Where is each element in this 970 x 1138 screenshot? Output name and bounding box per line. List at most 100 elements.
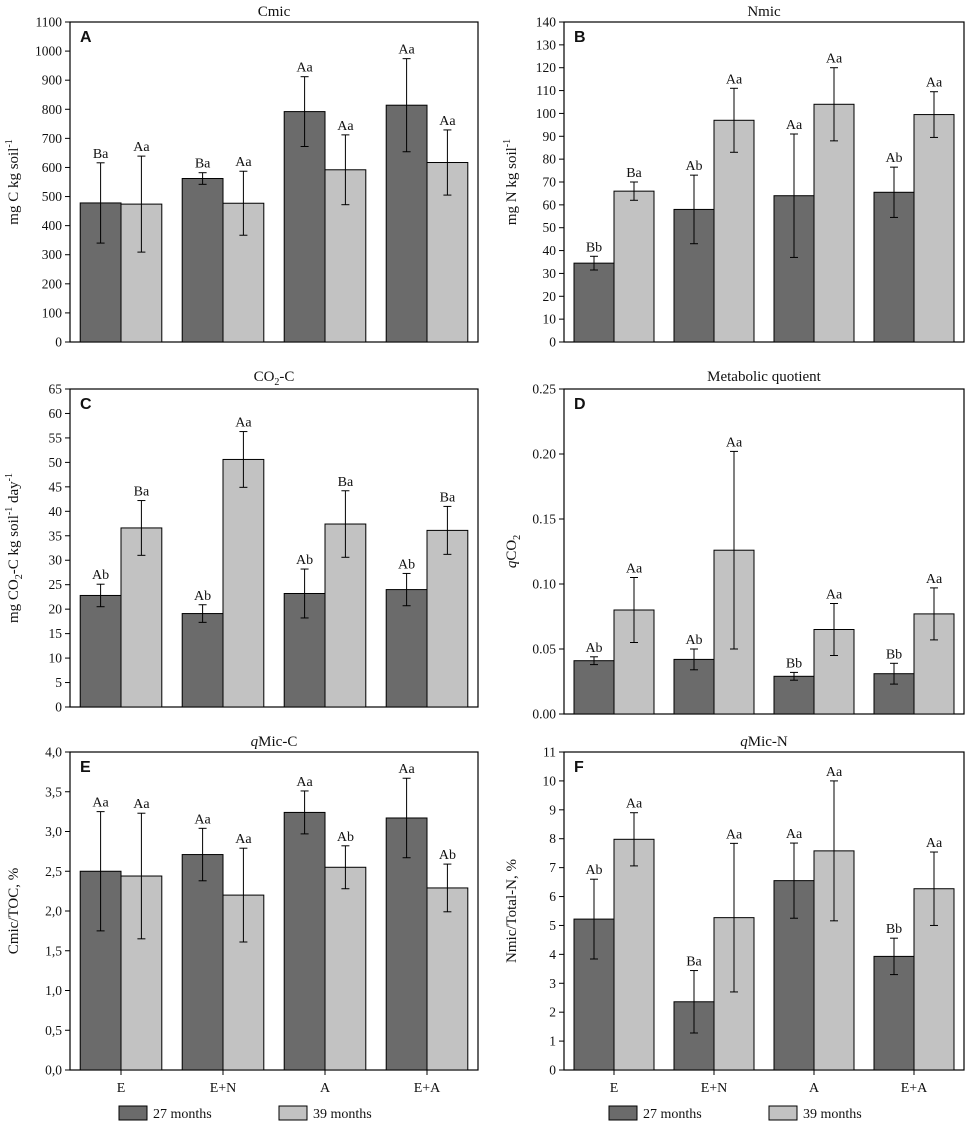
chart-panel-metabolic: 0.00 0.05 0.10 0.15 0.20 0.25 Metabolic quotie… [504, 369, 965, 722]
significance-label: Ba [626, 166, 642, 181]
ylabel-superscript: -1 [4, 507, 15, 515]
y-tick-label: 0 [55, 700, 62, 715]
y-tick-label: 1 [549, 1034, 556, 1049]
significance-label: Aa [926, 572, 943, 587]
y-tick-label: 600 [42, 160, 63, 175]
y-tick-label: 3,5 [45, 784, 62, 799]
significance-label: Ba [134, 485, 150, 500]
y-tick-label: 1,0 [45, 983, 62, 998]
ylabel-italic-q: q [504, 560, 520, 568]
significance-label: Ab [585, 863, 602, 878]
panel-letter: D [574, 396, 586, 413]
bar-27-months [181, 613, 224, 708]
bar-39-months [324, 523, 367, 708]
x-tick-label: E+A [414, 1081, 441, 1096]
y-tick-label: 400 [42, 218, 63, 233]
y-tick-label: 0.00 [532, 707, 556, 722]
y-axis-label: mg N kg soil-1 [502, 139, 520, 225]
y-tick-label: 90 [543, 129, 557, 144]
x-tick-label: E+N [210, 1081, 237, 1096]
y-tick-label: 0.25 [532, 382, 556, 397]
y-tick-label: 900 [42, 73, 63, 88]
significance-label: Bb [786, 656, 802, 671]
bar-27-months [773, 675, 815, 715]
y-tick-label: 7 [549, 860, 556, 875]
legend-swatch-39-months [768, 1105, 798, 1121]
y-tick-label: 30 [543, 266, 557, 281]
chart-title: Nmic [747, 4, 781, 20]
significance-label: Ab [92, 568, 109, 583]
title-part: CO [254, 369, 275, 385]
y-tick-label: 3 [549, 976, 556, 991]
y-tick-label: 140 [536, 15, 557, 30]
y-tick-label: 70 [543, 175, 557, 190]
chart-title: qMic-N [740, 734, 788, 750]
y-axis-label: mg CO2-C kg soil-1 day-1 [4, 473, 25, 623]
plot-frame [563, 751, 965, 1071]
y-tick-label: 55 [49, 430, 63, 445]
y-tick-label: 20 [543, 289, 557, 304]
legend-label: 39 months [313, 1107, 372, 1122]
chart-panel-qmicc: 0,0 0,5 1,0 1,5 2,0 2,5 3,0 3,5 4,0 qMic-C E Cmic/T… [6, 734, 479, 1122]
y-tick-label: 11 [543, 745, 556, 760]
ylabel-part: mg CO [6, 579, 22, 623]
significance-label: Ab [585, 641, 602, 656]
x-tick-label: E+A [901, 1081, 928, 1096]
significance-label: Ba [686, 955, 702, 970]
y-tick-label: 500 [42, 189, 63, 204]
significance-label: Ab [337, 830, 354, 845]
y-tick-label: 110 [536, 83, 556, 98]
significance-label: Ab [296, 553, 313, 568]
bar-27-months [573, 660, 615, 715]
chart-panel-qmicn: 0 1 2 3 4 5 6 7 8 9 10 11 qMic-N F Nmic/Total-N, % Ab Aa… [504, 734, 965, 1122]
y-tick-label: 0 [55, 335, 62, 350]
ylabel-subscript: 2 [14, 574, 25, 579]
y-tick-label: 65 [49, 382, 63, 397]
y-tick-label: 800 [42, 102, 63, 117]
y-tick-label: 2,0 [45, 904, 62, 919]
chart-title: CO2-C [254, 369, 295, 388]
y-tick-label: 15 [49, 626, 63, 641]
significance-label: Aa [398, 762, 415, 777]
chart-title: Metabolic quotient [707, 369, 822, 385]
y-tick-label: 50 [543, 220, 557, 235]
y-tick-label: 0.10 [532, 577, 556, 592]
significance-label: Aa [439, 114, 456, 129]
bar-39-months [913, 114, 955, 343]
significance-label: Aa [92, 796, 109, 811]
bar-39-months [613, 838, 655, 1071]
y-tick-label: 35 [49, 528, 63, 543]
bar-39-months [426, 887, 469, 1071]
y-tick-label: 0.05 [532, 642, 556, 657]
significance-label: Aa [337, 119, 354, 134]
ylabel-part: -C kg soil [6, 515, 22, 574]
y-tick-label: 20 [49, 602, 63, 617]
y-tick-label: 1000 [35, 44, 62, 59]
y-tick-label: 4,0 [45, 745, 62, 760]
y-tick-label: 30 [49, 553, 63, 568]
y-axis-label: mg C kg soil-1 [4, 139, 22, 224]
plot-frame [69, 21, 479, 343]
ylabel-superscript: -1 [502, 139, 513, 147]
legend-label: 27 months [153, 1107, 212, 1122]
plot-frame [563, 388, 965, 715]
significance-label: Aa [826, 765, 843, 780]
significance-label: Aa [726, 435, 743, 450]
significance-label: Aa [826, 588, 843, 603]
significance-label: Aa [826, 52, 843, 67]
bar-39-months [713, 119, 755, 343]
chart-panel-nmic: 0 10 20 30 40 50 60 70 80 90 100 110 120 130 140 Nmic Bm… [502, 4, 965, 350]
significance-label: Ba [338, 475, 354, 490]
panel-letter: E [80, 759, 91, 776]
significance-label: Aa [626, 562, 643, 577]
panel-letter: F [574, 759, 584, 776]
significance-label: Aa [726, 827, 743, 842]
y-tick-label: 130 [536, 37, 557, 52]
bar-27-months [385, 817, 428, 1071]
x-tick-label: A [809, 1081, 820, 1096]
bar-39-months [813, 103, 855, 343]
legend: 27 months 39 months [118, 1105, 372, 1122]
x-tick-label: E [117, 1081, 126, 1096]
